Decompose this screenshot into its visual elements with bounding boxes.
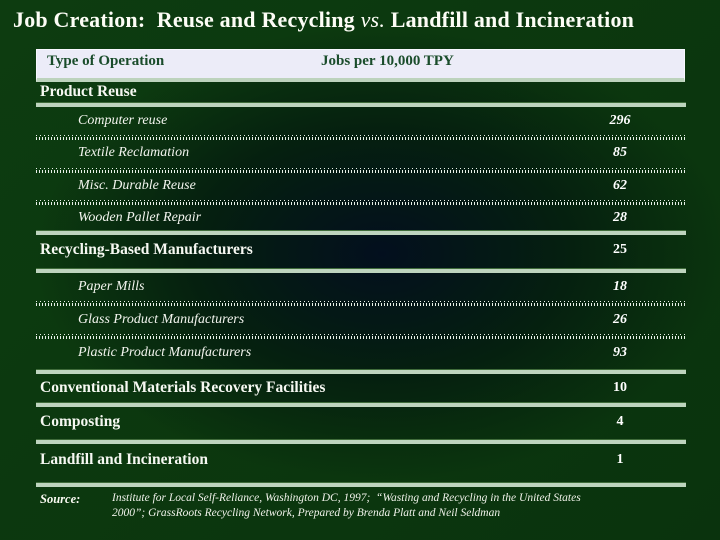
row-value: 18 — [613, 279, 627, 294]
row-separator-solid — [36, 482, 686, 487]
row-label: Conventional Materials Recovery Faciliti… — [40, 379, 326, 396]
row-separator-solid — [36, 369, 686, 374]
table-row: Textile Reclamation 85 — [36, 142, 686, 164]
table-row: Plastic Product Manufacturers 93 — [36, 342, 686, 364]
row-label: Landfill and Incineration — [40, 451, 208, 468]
source-text-line2: 2000”; GrassRoots Recycling Network, Pre… — [112, 507, 501, 519]
row-label: Textile Reclamation — [78, 145, 190, 160]
row-label: Misc. Durable Reuse — [78, 178, 196, 193]
row-separator-solid — [36, 268, 686, 273]
table-row: Wooden Pallet Repair 28 — [36, 207, 686, 229]
table-row: Recycling-Based Manufacturers 25 — [36, 239, 686, 261]
row-value: 28 — [613, 210, 627, 225]
table-row: Product Reuse — [36, 81, 686, 103]
row-value: 26 — [613, 312, 627, 327]
row-separator-solid — [36, 102, 686, 107]
column-header-type-of-operation: Type of Operation — [47, 53, 165, 69]
row-label: Glass Product Manufacturers — [78, 312, 245, 327]
slide-title: Job Creation: Reuse and Recycling vs. La… — [13, 7, 713, 33]
table-row: Landfill and Incineration 1 — [36, 449, 686, 471]
row-label: Wooden Pallet Repair — [78, 210, 202, 225]
table-row: Glass Product Manufacturers 26 — [36, 309, 686, 331]
table-row: Misc. Durable Reuse 62 — [36, 175, 686, 197]
row-separator-dotted — [36, 200, 686, 205]
table-row: Computer reuse 296 — [36, 110, 686, 132]
row-separator-solid — [36, 402, 686, 407]
row-separator-solid — [36, 439, 686, 444]
source-label: Source: — [40, 492, 81, 506]
row-separator-dotted — [36, 135, 686, 140]
row-label: Composting — [40, 413, 121, 430]
table-row: Conventional Materials Recovery Faciliti… — [36, 377, 686, 399]
row-value: 10 — [613, 380, 627, 395]
table-row: Paper Mills 18 — [36, 276, 686, 298]
row-separator-dotted — [36, 334, 686, 339]
row-separator-solid — [36, 230, 686, 235]
row-value: 62 — [613, 178, 627, 193]
row-label: Recycling-Based Manufacturers — [40, 241, 253, 258]
row-label: Paper Mills — [78, 279, 145, 294]
table-header-bar: Type of Operation Jobs per 10,000 TPY — [36, 49, 685, 82]
title-text-pre: Job Creation: Reuse and Recycling — [13, 7, 361, 32]
row-value: 296 — [609, 113, 631, 128]
row-value: 85 — [613, 145, 627, 160]
source-text: Institute for Local Self-Reliance, Washi… — [112, 491, 687, 521]
row-label: Computer reuse — [78, 113, 168, 128]
row-separator-dotted — [36, 168, 686, 173]
table-row: Composting 4 — [36, 411, 686, 433]
row-value: 93 — [613, 345, 627, 360]
row-value: 25 — [613, 242, 627, 257]
row-label: Plastic Product Manufacturers — [78, 345, 252, 360]
title-text-post: Landfill and Incineration — [385, 7, 635, 32]
source-text-line1: Institute for Local Self-Reliance, Washi… — [112, 492, 581, 504]
row-label: Product Reuse — [40, 83, 137, 100]
title-text-vs: vs. — [360, 7, 386, 32]
row-separator-dotted — [36, 301, 686, 306]
row-value: 1 — [616, 452, 624, 467]
row-value: 4 — [616, 414, 624, 429]
column-header-jobs-per-tpy: Jobs per 10,000 TPY — [321, 53, 454, 69]
